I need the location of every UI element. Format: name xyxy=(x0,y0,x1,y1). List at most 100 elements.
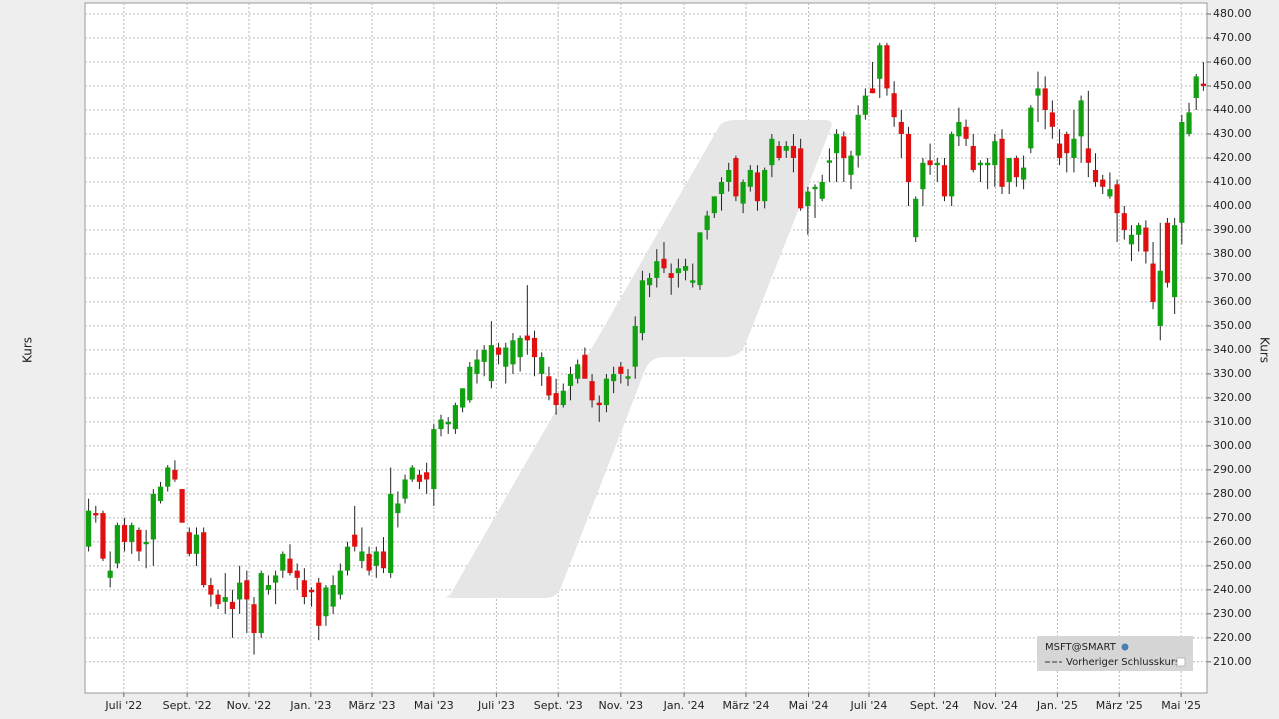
x-tick-label: Nov. '24 xyxy=(973,699,1018,712)
candle-body xyxy=(783,145,789,151)
candle-body xyxy=(531,337,538,358)
candle-body xyxy=(222,597,228,602)
legend-series: MSFT@SMART xyxy=(1045,642,1117,653)
candle-body xyxy=(1049,112,1055,127)
candle-body xyxy=(1100,179,1106,187)
candle-body xyxy=(898,121,904,134)
candle-body xyxy=(733,157,739,197)
candle-body xyxy=(769,138,775,166)
candle-body xyxy=(1013,157,1020,178)
candle-body xyxy=(949,133,955,197)
candle-body xyxy=(308,589,315,593)
x-tick-label: Juli '22 xyxy=(104,699,142,712)
candle-body xyxy=(855,114,861,156)
y-tick-label: 330.00 xyxy=(1213,367,1252,380)
candle-body xyxy=(380,551,387,569)
candle-body xyxy=(1193,76,1199,99)
x-tick-label: Jan. '23 xyxy=(289,699,331,712)
candle-body xyxy=(884,45,890,89)
candle-body xyxy=(625,376,631,379)
x-tick-label: Jan. '24 xyxy=(663,699,705,712)
candle-body xyxy=(589,381,595,401)
y-tick-label: 280.00 xyxy=(1213,487,1252,500)
candle-body xyxy=(481,349,487,362)
candle-body xyxy=(726,169,732,182)
candle-body xyxy=(1020,167,1027,180)
candle-body xyxy=(841,136,847,158)
candle-body xyxy=(100,513,106,559)
candle-body xyxy=(848,155,854,175)
candle-body xyxy=(891,93,897,118)
y-tick-label: 480.00 xyxy=(1213,7,1252,20)
candle-body xyxy=(352,534,358,547)
candle-body xyxy=(646,277,653,286)
candle-body xyxy=(560,390,566,406)
y-tick-label: 410.00 xyxy=(1213,175,1252,188)
x-tick-label: Mai '23 xyxy=(414,699,454,712)
y-tick-label: 430.00 xyxy=(1213,127,1252,140)
candle-body xyxy=(373,551,379,566)
candle-body xyxy=(941,165,948,197)
x-tick-label: Juli '24 xyxy=(850,699,888,712)
candle-body xyxy=(1064,133,1070,154)
candle-body xyxy=(1071,138,1077,158)
candle-body xyxy=(287,558,293,574)
candle-body xyxy=(215,594,221,605)
candle-body xyxy=(344,546,351,571)
y-tick-label: 300.00 xyxy=(1213,439,1252,452)
candle-body xyxy=(661,258,667,269)
candle-body xyxy=(366,553,372,571)
candle-body xyxy=(762,169,768,202)
y-tick-label: 310.00 xyxy=(1213,415,1252,428)
y-tick-label: 440.00 xyxy=(1213,103,1252,116)
y-tick-label: 260.00 xyxy=(1213,535,1252,548)
candle-body xyxy=(639,280,646,334)
y-tick-label: 340.00 xyxy=(1213,343,1252,356)
candle-body xyxy=(467,366,473,401)
legend-checkbox[interactable] xyxy=(1176,657,1186,667)
y-tick-label: 400.00 xyxy=(1213,199,1252,212)
watermark xyxy=(446,120,832,598)
candle-body xyxy=(992,141,998,166)
candle-body xyxy=(539,357,545,374)
candle-body xyxy=(136,529,142,552)
legend-reference: Vorheriger Schlusskurs xyxy=(1066,657,1180,668)
candle-body xyxy=(596,402,602,406)
candle-body xyxy=(812,186,818,190)
candle-body xyxy=(970,145,976,170)
candle-body xyxy=(229,601,236,610)
y-axis-label-right: Kurs xyxy=(1258,337,1272,363)
candle-body xyxy=(201,532,207,586)
candle-body xyxy=(1157,270,1163,326)
candle-body xyxy=(798,148,804,209)
candle-body xyxy=(459,388,466,408)
candle-body xyxy=(826,160,833,163)
candle-body xyxy=(1143,227,1149,252)
candle-body xyxy=(963,126,969,139)
candle-body xyxy=(877,45,883,79)
candle-body xyxy=(107,570,113,578)
candle-body xyxy=(603,378,610,406)
candle-body xyxy=(985,162,991,166)
candle-body xyxy=(323,587,329,617)
candle-body xyxy=(790,145,797,158)
candle-body xyxy=(193,534,200,554)
candle-body xyxy=(93,513,99,516)
candle-body xyxy=(1136,225,1142,235)
y-tick-label: 350.00 xyxy=(1213,319,1252,332)
candle-body xyxy=(819,181,825,199)
candle-body xyxy=(244,580,250,600)
candle-body xyxy=(237,582,243,600)
candle-body xyxy=(272,575,279,583)
candle-body xyxy=(611,373,617,382)
candle-body xyxy=(632,325,638,367)
y-tick-label: 290.00 xyxy=(1213,463,1252,476)
candle-body xyxy=(654,261,660,278)
candle-body xyxy=(754,172,761,202)
candle-body xyxy=(337,570,343,595)
candle-body xyxy=(359,551,365,562)
legend xyxy=(1037,636,1193,671)
x-tick-label: Nov. '23 xyxy=(599,699,644,712)
candle-body xyxy=(524,335,530,341)
